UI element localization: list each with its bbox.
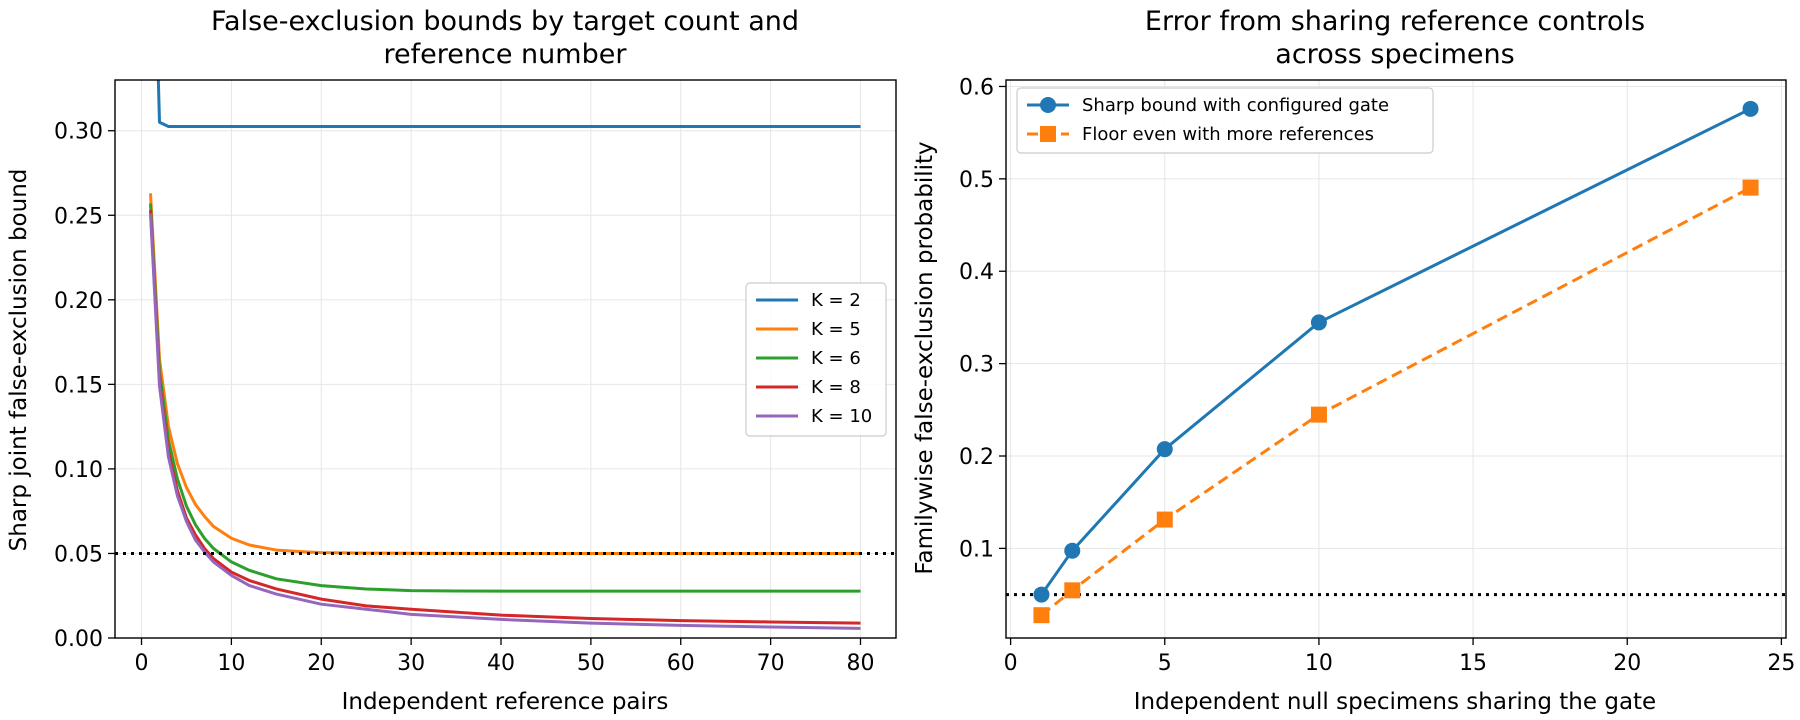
left-chart-title-line-1: False-exclusion bounds by target count a…: [211, 6, 799, 37]
legend-marker: [1040, 126, 1056, 142]
series-1: [1033, 100, 1759, 603]
left-legend: K = 2 K = 5 K = 6 K = 8 K = 10: [745, 282, 887, 437]
y-tick-label: 0.5: [959, 168, 994, 193]
y-tick-label: 0.00: [54, 627, 103, 652]
legend-label: K = 8: [811, 377, 861, 398]
x-tick-label: 30: [397, 651, 425, 676]
right-x-ticks: 0 5 10 15 20 25: [1004, 638, 1795, 676]
x-tick-label: 0: [1004, 651, 1018, 676]
legend-box: [1016, 87, 1434, 154]
axes-spine: [114, 79, 897, 639]
right-y-ticks: 0.1 0.2 0.3 0.4 0.5 0.6: [959, 75, 1006, 562]
x-tick-label: 60: [667, 651, 695, 676]
x-tick-label: 20: [307, 651, 335, 676]
legend-marker: [1040, 97, 1056, 113]
left-axes-frame: [114, 79, 897, 639]
data-point: [1064, 582, 1081, 599]
right-y-axis-label: Familywise false-exclusion probability: [912, 141, 938, 574]
series-line: [149, 193, 861, 555]
x-tick-label: 40: [487, 651, 515, 676]
legend-box: [745, 282, 887, 437]
legend-label: K = 10: [811, 406, 872, 427]
y-tick-label: 0.25: [54, 204, 103, 229]
series-2: [1033, 179, 1759, 624]
legend-label: K = 2: [811, 290, 861, 311]
y-tick-label: 0.15: [54, 373, 103, 398]
series-2: [149, 193, 861, 555]
left-x-ticks: 0 10 20 30 40 50 60 70 80: [135, 638, 875, 676]
right-chart: 0 5 10 15 20 25 0.1 0.2 0.3 0.4 0.5 0.6 Error from…: [912, 6, 1795, 715]
data-point: [1742, 100, 1759, 117]
x-tick-label: 5: [1158, 651, 1172, 676]
right-series: [1033, 100, 1759, 624]
data-point: [1033, 607, 1050, 624]
left-y-axis-label: Sharp joint false-exclusion bound: [6, 169, 32, 552]
y-tick-label: 0.05: [54, 542, 103, 567]
left-series: [149, 80, 861, 630]
data-point: [1742, 179, 1759, 196]
left-y-ticks: 0.00 0.05 0.10 0.15 0.20 0.25 0.30: [54, 120, 115, 652]
left-x-axis-label: Independent reference pairs: [342, 689, 669, 715]
right-grid: [1006, 80, 1786, 638]
series-line: [149, 203, 861, 593]
x-tick-label: 25: [1767, 651, 1795, 676]
legend-label: K = 6: [811, 348, 861, 369]
x-tick-label: 20: [1613, 651, 1641, 676]
data-point: [1156, 511, 1173, 528]
series-3: [149, 203, 861, 593]
y-tick-label: 0.4: [959, 260, 994, 285]
right-legend: Sharp bound with configured gate Floor ev…: [1016, 87, 1434, 154]
x-tick-label: 15: [1459, 651, 1487, 676]
x-tick-label: 10: [217, 651, 245, 676]
y-tick-label: 0.20: [54, 289, 103, 314]
y-tick-label: 0.3: [959, 353, 994, 378]
y-tick-label: 0.10: [54, 458, 103, 483]
left-chart: 0 10 20 30 40 50 60 70 80 0.000.050.100.150.200.…: [6, 6, 897, 715]
right-axes-frame: [1005, 79, 1787, 639]
left-chart-title-line-2: reference number: [384, 39, 628, 70]
data-point: [1310, 406, 1327, 423]
y-tick-label: 0.30: [54, 120, 103, 145]
y-tick-label: 0.1: [959, 537, 994, 562]
right-chart-title-line-1: Error from sharing reference controls: [1145, 6, 1645, 37]
data-point: [1064, 542, 1081, 559]
x-tick-label: 10: [1305, 651, 1333, 676]
legend-label: K = 5: [811, 319, 861, 340]
series-line: [149, 213, 861, 630]
right-x-axis-label: Independent null specimens sharing the g…: [1134, 689, 1656, 715]
series-line: [156, 80, 861, 128]
legend-label: Sharp bound with configured gate: [1082, 95, 1389, 116]
axes-spine: [1005, 79, 1787, 639]
x-tick-label: 70: [757, 651, 785, 676]
right-chart-title-line-2: across specimens: [1275, 39, 1514, 70]
data-point: [1310, 314, 1327, 331]
data-point: [1156, 441, 1173, 458]
series-5: [149, 213, 861, 630]
y-tick-label: 0.2: [959, 445, 994, 470]
series-1: [156, 80, 861, 128]
y-tick-label: 0.6: [959, 75, 994, 100]
x-tick-label: 0: [135, 651, 149, 676]
x-tick-label: 80: [847, 651, 875, 676]
legend-label: Floor even with more references: [1082, 124, 1374, 145]
data-point: [1033, 586, 1050, 603]
x-tick-label: 50: [577, 651, 605, 676]
